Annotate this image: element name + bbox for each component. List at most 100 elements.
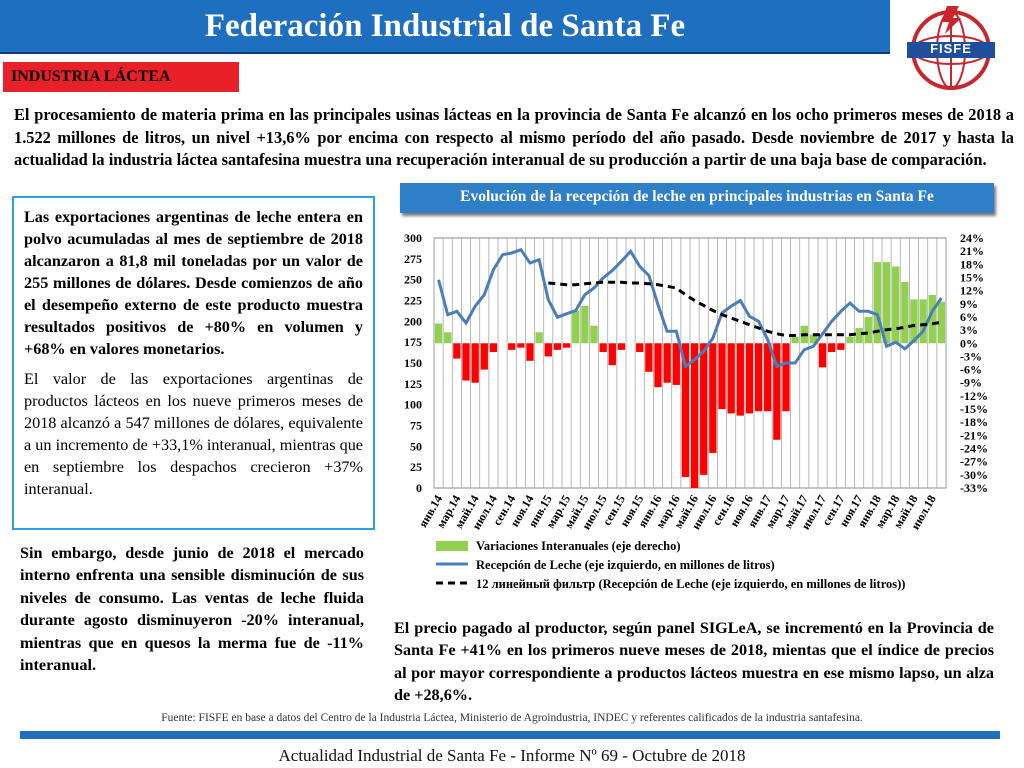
y-right-tick-label: 3% — [960, 323, 978, 337]
intro-paragraph: El procesamiento de materia prima en las… — [14, 105, 1014, 169]
bar-yoy-variation — [462, 343, 470, 381]
bar-yoy-variation — [736, 343, 744, 416]
price-paragraph: El precio pagado al productor, según pan… — [394, 619, 994, 705]
bar-yoy-variation — [471, 343, 479, 383]
bar-yoy-variation — [745, 343, 754, 414]
y-left-tick-label: 100 — [404, 398, 422, 412]
y-left-tick-label: 275 — [404, 252, 422, 266]
chart-title: Evolución de la recepción de leche en pr… — [400, 183, 994, 213]
bar-yoy-variation — [754, 343, 763, 412]
bar-yoy-variation — [608, 343, 616, 366]
line-milk-reception — [437, 247, 943, 369]
bar-yoy-variation — [544, 343, 552, 357]
y-right-tick-label: 9% — [960, 297, 978, 311]
y-left-tick-label: 225 — [404, 294, 422, 308]
bar-yoy-variation — [562, 343, 571, 348]
y-right-tick-label: -27% — [960, 455, 988, 469]
y-left-tick-label: 150 — [404, 356, 422, 370]
y-right-tick-label: 18% — [960, 257, 984, 271]
bar-yoy-variation — [809, 334, 818, 344]
title-bar — [0, 0, 890, 54]
y-left-tick-label: 300 — [404, 231, 422, 245]
y-right-tick-label: -15% — [960, 402, 988, 416]
bar-yoy-variation — [572, 310, 580, 344]
bar-yoy-variation — [910, 299, 918, 344]
bar-yoy-variation — [892, 266, 900, 344]
y-right-tick-label: -18% — [960, 415, 988, 429]
fisfe-logo — [907, 6, 995, 90]
source-note: Fuente: FISFE en base a datos del Centro… — [161, 712, 863, 724]
y-right-tick-label: -30% — [960, 468, 988, 482]
bar-yoy-variation — [718, 343, 726, 410]
bar-yoy-variation — [453, 343, 461, 359]
bar-yoy-variation — [654, 343, 662, 388]
bar-yoy-variation — [480, 343, 488, 370]
footer-text: Actualidad Industrial de Santa Fe - Info… — [278, 746, 746, 765]
y-right-tick-label: 12% — [960, 284, 984, 298]
bar-yoy-variation — [590, 325, 598, 344]
y-left-tick-label: 75 — [410, 419, 422, 433]
section-tag: INDUSTRIA LÁCTEA — [3, 62, 239, 92]
y-right-tick-label: -21% — [960, 428, 988, 442]
y-right-tick-label: -6% — [960, 363, 982, 377]
y-left-tick-label: 0 — [416, 481, 422, 495]
bar-yoy-variation — [645, 343, 653, 372]
bar-yoy-variation — [864, 316, 872, 344]
exports-paragraph-2: El valor de las exportaciones argentinas… — [24, 370, 363, 498]
y-left-tick-label: 125 — [404, 377, 422, 391]
bar-yoy-variation — [700, 343, 708, 475]
legend-label: Recepción de Leche (eje izquierdo, en mi… — [476, 558, 775, 572]
y-left-tick-label: 250 — [404, 273, 422, 287]
y-left-tick-label: 50 — [410, 439, 422, 453]
bar-yoy-variation — [901, 281, 909, 344]
bar-yoy-variation — [937, 301, 946, 344]
bar-yoy-variation — [709, 343, 717, 453]
bar-yoy-variation — [773, 343, 781, 440]
bar-yoy-variation — [434, 323, 443, 344]
y-right-tick-label: 24% — [960, 231, 984, 245]
domestic-market-paragraph: Sin embargo, desde junio de 2018 el merc… — [20, 544, 364, 675]
bar-yoy-variation — [526, 343, 534, 361]
bar-yoy-variation — [581, 305, 589, 344]
bar-yoy-variation — [782, 343, 790, 412]
bar-yoy-variation — [873, 262, 882, 344]
bar-yoy-variation — [517, 343, 525, 348]
bar-yoy-variation — [663, 343, 671, 383]
y-left-tick-label: 200 — [404, 314, 422, 328]
bar-yoy-variation — [599, 343, 607, 353]
bar-yoy-variation — [919, 299, 927, 344]
bar-yoy-variation — [681, 343, 690, 478]
bar-yoy-variation — [882, 262, 891, 344]
bar-yoy-variation — [846, 336, 854, 344]
y-left-tick-label: 25 — [410, 460, 422, 474]
logo-text: FISFE — [930, 41, 972, 56]
y-right-tick-label: 15% — [960, 270, 984, 284]
y-right-tick-label: 0% — [960, 336, 978, 350]
bar-yoy-variation — [928, 295, 936, 344]
bar-yoy-variation — [617, 343, 626, 350]
bar-yoy-variation — [489, 343, 498, 353]
bar-yoy-variation — [791, 336, 799, 344]
y-right-tick-label: 6% — [960, 310, 978, 324]
bar-yoy-variation — [764, 343, 772, 412]
legend-label: 12 линейный фильтр (Recepción de Leche (… — [476, 577, 905, 591]
bar-yoy-variation — [690, 343, 699, 488]
page-title: Federación Industrial de Santa Fe — [204, 8, 686, 44]
bar-yoy-variation — [828, 343, 836, 353]
legend-label: Variaciones Interanuales (eje derecho) — [476, 539, 680, 553]
bar-yoy-variation — [818, 343, 827, 368]
bar-yoy-variation — [672, 343, 680, 385]
legend-swatch-variation — [436, 541, 468, 551]
bar-yoy-variation — [727, 343, 735, 414]
bar-yoy-variation — [535, 332, 543, 344]
bar-yoy-variation — [855, 327, 863, 344]
y-right-tick-label: -24% — [960, 442, 988, 456]
milk-reception-chart: 0 25 50 75 100 125 150 175 200 225 250 275 300 24%21%… — [404, 231, 988, 591]
bar-yoy-variation — [837, 343, 845, 350]
y-left-tick-label: 175 — [404, 335, 422, 349]
footer-rule — [20, 731, 1000, 739]
bar-yoy-variation — [444, 332, 452, 344]
exports-box: Las exportaciones argentinas de leche en… — [12, 196, 375, 530]
y-right-tick-label: -9% — [960, 376, 982, 390]
bar-yoy-variation — [553, 343, 562, 350]
